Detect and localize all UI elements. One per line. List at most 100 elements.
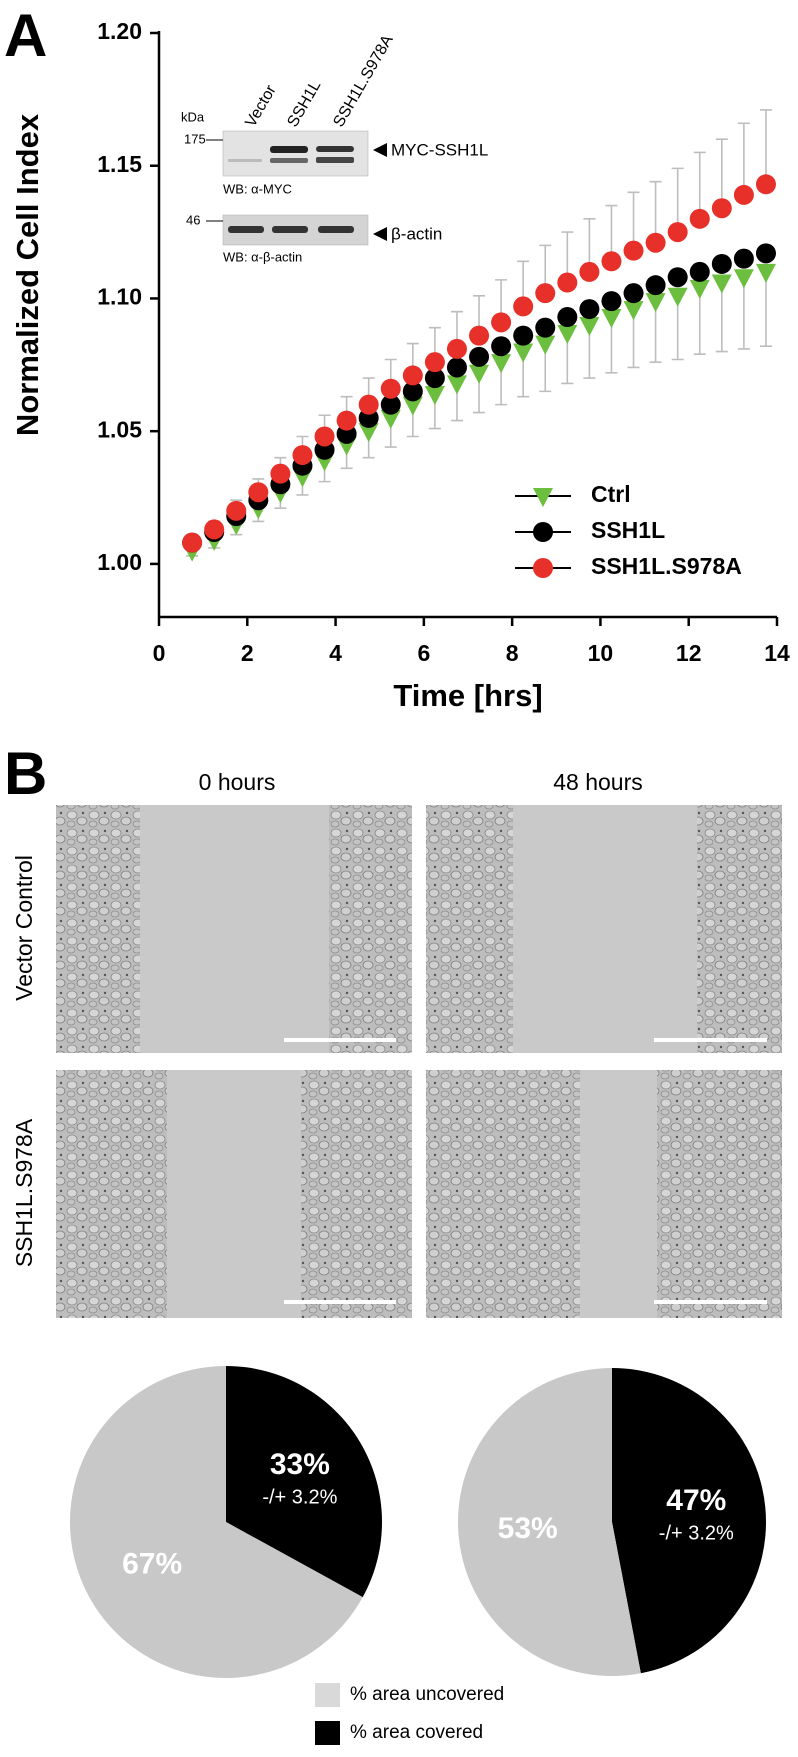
arrow	[373, 143, 387, 157]
blot-inset: kDa 175 46 Vector SSH1L SSH1L.S978A MYC-…	[181, 32, 488, 264]
lane-label: Vector	[242, 82, 280, 130]
legend-label: % area uncovered	[350, 1684, 504, 1705]
blot-marker: 175	[184, 131, 206, 146]
panel-label: A	[4, 2, 47, 69]
marker	[446, 357, 467, 378]
blot-band	[270, 146, 308, 153]
band-label: MYC-SSH1L	[391, 140, 488, 159]
marker	[645, 232, 666, 253]
marker	[623, 301, 644, 321]
pie-value-label: 33%	[270, 1448, 330, 1481]
blot-marker: 46	[186, 212, 200, 227]
marker	[380, 409, 401, 429]
cell-layer	[329, 805, 412, 1053]
legend-label: % area covered	[350, 1722, 483, 1743]
blot-band	[316, 146, 354, 152]
pie-annotation: -/+ 3.2%	[659, 1522, 734, 1544]
error-bar	[715, 282, 728, 353]
marker	[667, 267, 688, 288]
marker	[689, 208, 710, 229]
marker	[424, 352, 445, 373]
marker	[755, 174, 776, 195]
x-tick-label: 14	[764, 640, 790, 666]
error-bar	[649, 180, 662, 243]
marker	[513, 296, 534, 317]
pie-annotation: -/+ 3.2%	[262, 1487, 337, 1509]
marker	[469, 346, 490, 367]
marker	[204, 519, 225, 540]
blot-band	[270, 158, 308, 163]
error-bar	[693, 151, 706, 219]
y-tick-label: 1.10	[97, 284, 142, 310]
blot-band	[228, 226, 264, 233]
x-tick-label: 2	[241, 640, 254, 666]
marker	[469, 325, 490, 346]
error-bar	[693, 287, 706, 355]
blot-band	[272, 226, 308, 233]
marker	[557, 324, 578, 344]
pie-value-label: 47%	[666, 1484, 726, 1517]
column-label: 0 hours	[199, 769, 276, 795]
legend-label: SSH1L	[591, 517, 665, 543]
marker	[491, 312, 512, 333]
marker	[424, 386, 445, 406]
marker	[535, 317, 556, 338]
pie-slice	[69, 1366, 363, 1679]
marker	[358, 423, 379, 443]
blot-membrane	[222, 130, 369, 177]
marker	[623, 283, 644, 304]
marker	[689, 279, 710, 299]
blot-unit: kDa	[181, 109, 205, 124]
marker	[446, 375, 467, 395]
marker	[336, 410, 357, 431]
marker	[402, 381, 423, 402]
x-tick-label: 4	[329, 640, 342, 666]
marker	[491, 354, 512, 374]
marker	[711, 198, 732, 219]
marker	[292, 445, 313, 466]
marker	[314, 426, 335, 447]
legend-label: Ctrl	[591, 481, 631, 507]
pie-value-label: 53%	[498, 1512, 558, 1545]
pie-slice	[458, 1368, 641, 1676]
legend-label: SSH1L.S978A	[591, 553, 742, 579]
x-tick-label: 10	[588, 640, 614, 666]
x-tick-label: 12	[676, 640, 702, 666]
x-axis-label: Time [hrs]	[393, 678, 542, 713]
marker	[226, 500, 247, 521]
error-bar	[715, 138, 728, 209]
error-bar	[759, 271, 772, 348]
marker	[711, 274, 732, 294]
row-label: Vector Control	[11, 855, 37, 1001]
lane-label: SSH1L	[284, 78, 324, 130]
error-bar	[671, 167, 684, 233]
marker	[601, 291, 622, 312]
arrow	[373, 227, 387, 241]
lane-label: SSH1L.S978A	[330, 32, 396, 130]
x-tick-label: 0	[153, 640, 166, 666]
marker	[733, 248, 754, 269]
error-bar	[759, 109, 772, 185]
marker	[579, 261, 600, 282]
marker	[601, 309, 622, 329]
legend-marker	[533, 488, 553, 507]
marker	[601, 251, 622, 272]
marker	[535, 283, 556, 304]
y-tick-label: 1.00	[97, 549, 142, 575]
cell-layer	[426, 1070, 580, 1318]
marker	[623, 240, 644, 261]
marker	[755, 243, 776, 264]
y-tick-label: 1.05	[97, 416, 142, 442]
marker	[711, 253, 732, 274]
marker	[579, 317, 600, 336]
marker	[557, 272, 578, 293]
marker	[402, 365, 423, 386]
marker	[645, 275, 666, 296]
cell-layer	[56, 1070, 167, 1318]
marker	[491, 336, 512, 357]
antibody-label: WB: α-MYC	[223, 181, 292, 196]
error-bar	[737, 122, 750, 195]
panel-label: B	[4, 740, 47, 807]
marker	[667, 287, 688, 307]
